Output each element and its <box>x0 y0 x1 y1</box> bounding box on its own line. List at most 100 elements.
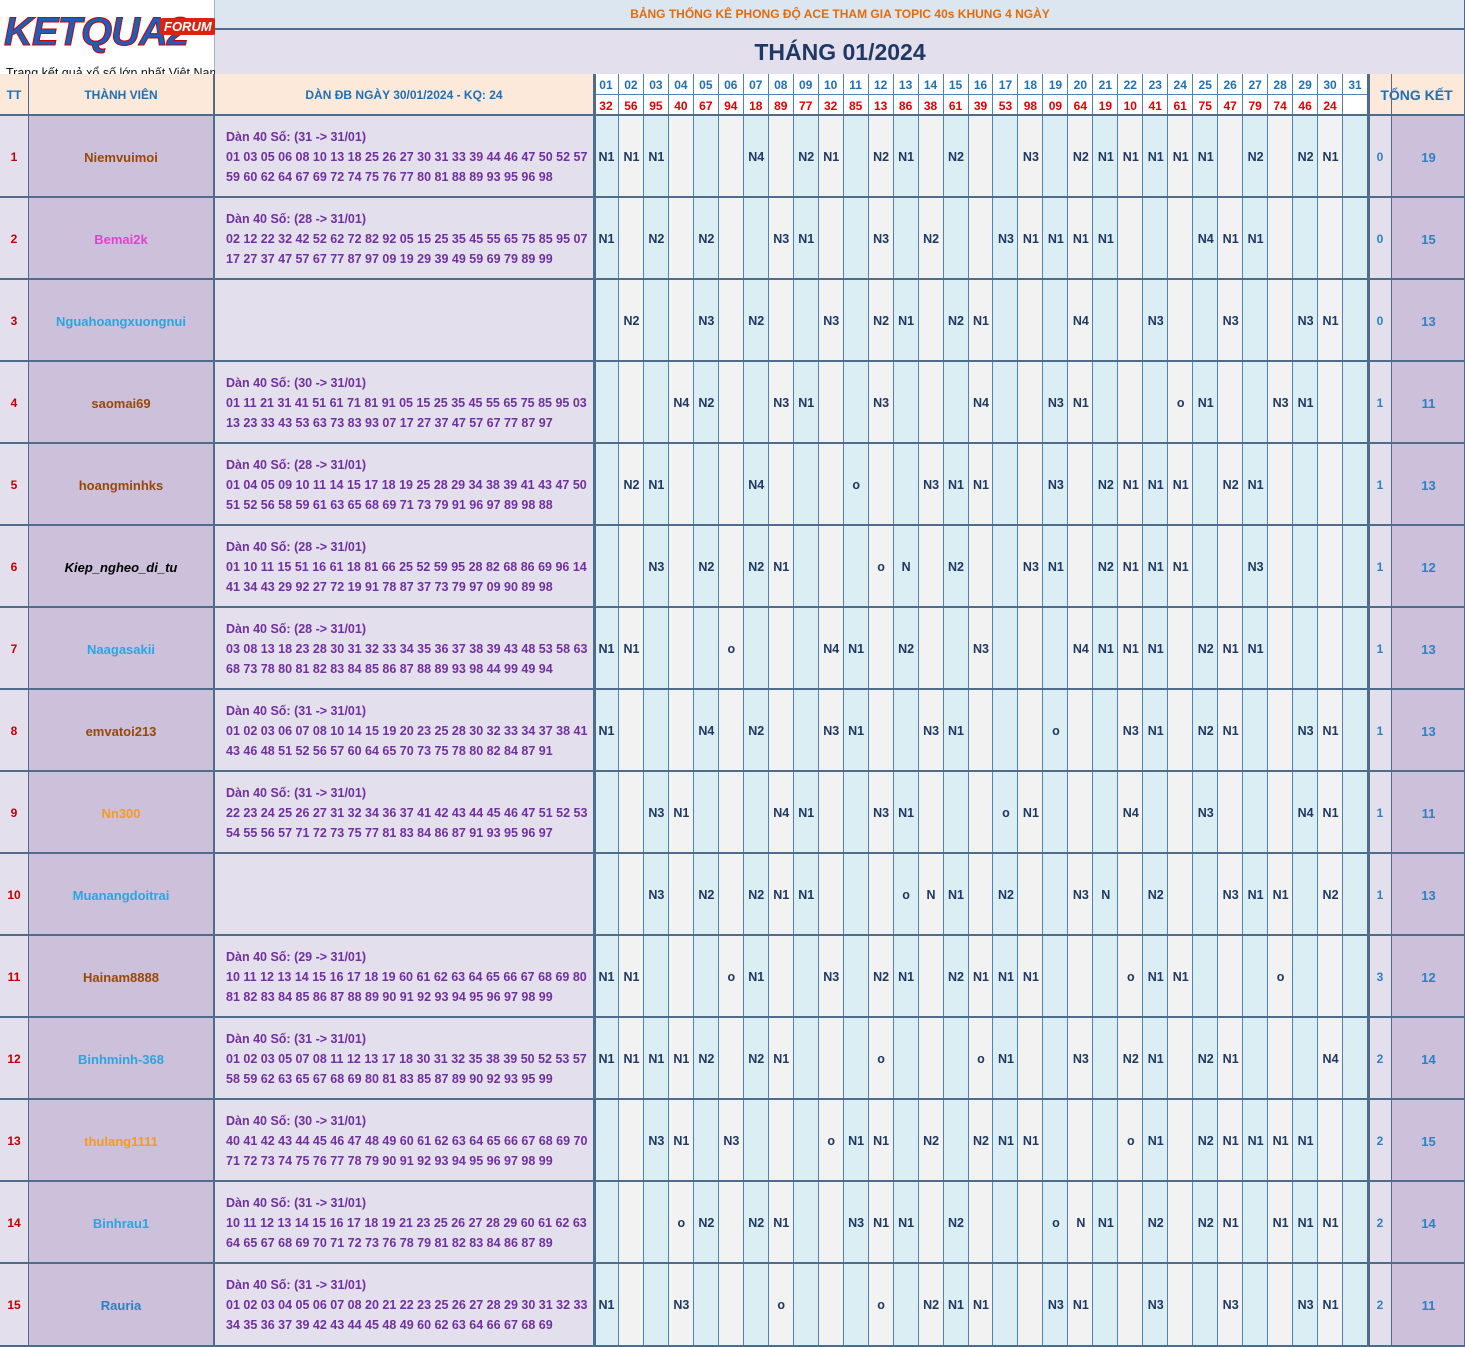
day-header: 30 <box>1318 74 1344 95</box>
day-cell: N4 <box>673 396 690 410</box>
member-name: Nn300 <box>101 805 141 821</box>
dan-line: 58 59 62 63 65 67 68 69 80 81 83 85 87 8… <box>226 1072 553 1086</box>
day-cell: N1 <box>623 150 640 164</box>
day-cell: N1 <box>997 1052 1014 1066</box>
tk-total: 12 <box>1421 969 1436 985</box>
day-cell: N1 <box>798 396 815 410</box>
tt: 6 <box>10 560 18 574</box>
dan-line: 03 08 13 18 23 28 30 31 32 33 34 35 36 3… <box>226 642 588 656</box>
day-cell: N3 <box>1272 396 1289 410</box>
day-cell: N2 <box>898 642 915 656</box>
row-border <box>0 278 1465 280</box>
tk-misses: 1 <box>1376 560 1384 574</box>
tk-misses: 1 <box>1376 724 1384 738</box>
day-cell: N2 <box>698 560 715 574</box>
day-result: 13 <box>868 95 894 116</box>
day-cell: N1 <box>748 970 765 984</box>
day-col-bg <box>1118 74 1144 1346</box>
day-cell: N2 <box>1247 150 1264 164</box>
day-cell: N1 <box>648 150 665 164</box>
day-cell: N2 <box>873 150 890 164</box>
day-cell: N3 <box>1297 724 1314 738</box>
dan-line: 81 82 83 84 85 86 87 88 89 90 91 92 93 9… <box>226 990 553 1004</box>
col-rule <box>1367 74 1370 1346</box>
day-cell: N1 <box>1247 888 1264 902</box>
day-cell: N3 <box>973 642 989 656</box>
day-header: 01 <box>594 74 619 95</box>
day-cell: N1 <box>1297 1134 1314 1148</box>
day-cell: N3 <box>1122 724 1139 738</box>
tk-misses: 1 <box>1376 478 1384 492</box>
day-cell: N3 <box>1147 1298 1164 1312</box>
tk-total: 15 <box>1421 1133 1436 1149</box>
day-cell: N1 <box>1147 150 1164 164</box>
day-cell: N1 <box>1297 1216 1314 1230</box>
day-cell: N1 <box>1272 888 1289 902</box>
day-cell: N1 <box>1322 314 1339 328</box>
day-cell: N1 <box>948 1298 965 1312</box>
day-cell: N2 <box>1197 642 1214 656</box>
tk-misses: 3 <box>1376 970 1384 984</box>
day-cell: N1 <box>1322 806 1339 820</box>
day-cell: N1 <box>898 150 915 164</box>
day-cell: o <box>1052 1216 1060 1230</box>
dan-line: Dàn 40 Số: (31 -> 31/01) <box>226 1278 366 1292</box>
day-cell: N4 <box>1322 1052 1339 1066</box>
day-cell: N1 <box>1322 724 1339 738</box>
day-cell: N1 <box>1072 396 1089 410</box>
day-header: 22 <box>1118 74 1144 95</box>
day-cell: N1 <box>623 1052 640 1066</box>
day-cell: N1 <box>1122 560 1139 574</box>
day-cell: N2 <box>648 232 665 246</box>
day-cell: N1 <box>798 232 815 246</box>
day-cell: N4 <box>698 724 715 738</box>
day-cell: o <box>1052 724 1060 738</box>
dan-line: Dàn 40 Số: (28 -> 31/01) <box>226 622 366 636</box>
day-cell: N2 <box>798 150 815 164</box>
day-result: 24 <box>1318 95 1344 116</box>
day-result: 40 <box>668 95 694 116</box>
day-cell: N2 <box>1197 1134 1214 1148</box>
dan-line: Dàn 40 Số: (30 -> 31/01) <box>226 1114 366 1128</box>
day-col-bg <box>1093 74 1119 1346</box>
day-result: 95 <box>643 95 669 116</box>
month: THÁNG 01/2024 <box>215 30 1465 74</box>
day-cell: N1 <box>948 888 965 902</box>
day-cell: N2 <box>1197 1052 1214 1066</box>
day-cell: N1 <box>598 150 615 164</box>
day-col-bg <box>1318 74 1344 1346</box>
tt: 14 <box>7 1216 21 1230</box>
day-cell: N1 <box>1122 642 1139 656</box>
day-cell: N1 <box>973 478 989 492</box>
day-cell: N2 <box>748 560 765 574</box>
day-col-bg <box>1043 74 1069 1346</box>
day-result: 64 <box>1068 95 1094 116</box>
member-name: Nguahoangxuongnui <box>56 313 186 329</box>
day-cell: N1 <box>773 1216 790 1230</box>
day-cell: N3 <box>648 1134 665 1148</box>
dan-line: 01 02 03 05 07 08 11 12 13 17 18 30 31 3… <box>226 1052 587 1066</box>
day-cell: N3 <box>823 314 840 328</box>
rule <box>594 94 1368 95</box>
day-cell: N1 <box>1197 150 1214 164</box>
logo: KETQUA2 FORUM Trang kết quả xổ số lớn nh… <box>0 0 220 85</box>
tt: 12 <box>7 1052 21 1066</box>
day-col-bg <box>743 74 769 1346</box>
day-cell: N2 <box>1122 1052 1139 1066</box>
tt: 7 <box>10 642 18 656</box>
day-cell: N1 <box>1297 396 1314 410</box>
day-cell: N3 <box>1047 1298 1064 1312</box>
member-name: Hainam8888 <box>83 969 159 985</box>
dan-line: 71 72 73 74 75 76 77 78 79 90 91 92 93 9… <box>226 1154 553 1168</box>
row-border <box>0 114 1465 116</box>
day-cell: N4 <box>1122 806 1139 820</box>
day-col-bg <box>1068 74 1094 1346</box>
tk-misses: 2 <box>1376 1134 1384 1148</box>
day-cell: N2 <box>698 1052 715 1066</box>
day-cell: N3 <box>1222 888 1239 902</box>
day-cell: N2 <box>1147 888 1164 902</box>
day-cell: N1 <box>1247 642 1264 656</box>
col-bg <box>214 74 594 1346</box>
day-col-bg <box>643 74 669 1346</box>
day-cell: N1 <box>1047 232 1064 246</box>
